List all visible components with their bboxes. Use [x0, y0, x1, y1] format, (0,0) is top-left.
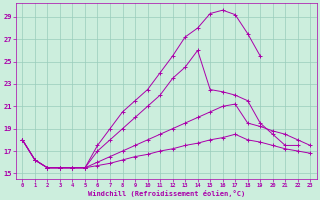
X-axis label: Windchill (Refroidissement éolien,°C): Windchill (Refroidissement éolien,°C)	[88, 190, 245, 197]
